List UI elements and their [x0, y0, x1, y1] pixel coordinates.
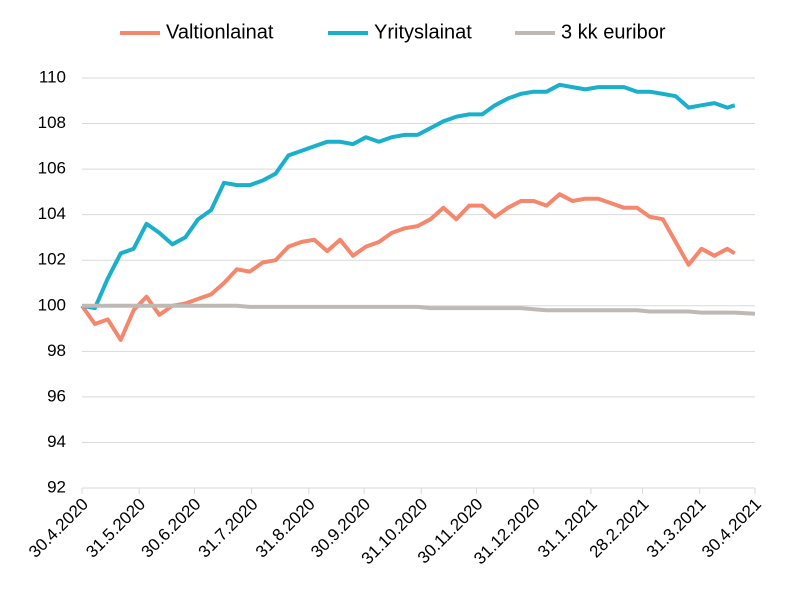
x-tick-label: 31.5.2020	[82, 495, 149, 562]
y-tick-label: 102	[38, 250, 66, 269]
series-line	[81, 82, 736, 311]
y-tick-label: 96	[47, 386, 66, 405]
y-tick-label: 100	[38, 295, 66, 314]
x-tick-label: 30.4.2020	[25, 495, 92, 562]
x-tick-label: 30.4.2021	[698, 495, 765, 562]
series-line	[82, 303, 756, 316]
y-tick-label: 108	[38, 113, 66, 132]
y-tick-label: 98	[47, 341, 66, 360]
y-tick-label: 94	[47, 432, 66, 451]
y-tick-label: 110	[39, 67, 66, 86]
y-tick-label: 106	[38, 159, 66, 178]
x-tick-label: 31.7.2020	[195, 495, 262, 562]
y-tick-label: 92	[47, 477, 66, 496]
legend-label: 3 kk euribor	[561, 21, 666, 43]
legend-label: Valtionlainat	[166, 21, 274, 43]
x-tick-label: 31.3.2021	[643, 495, 710, 562]
series-line	[80, 192, 736, 342]
x-tick-label: 30.6.2020	[138, 495, 205, 562]
y-tick-label: 104	[38, 204, 66, 223]
x-tick-label: 31.8.2020	[252, 495, 319, 562]
legend-label: Yrityslainat	[374, 21, 472, 43]
